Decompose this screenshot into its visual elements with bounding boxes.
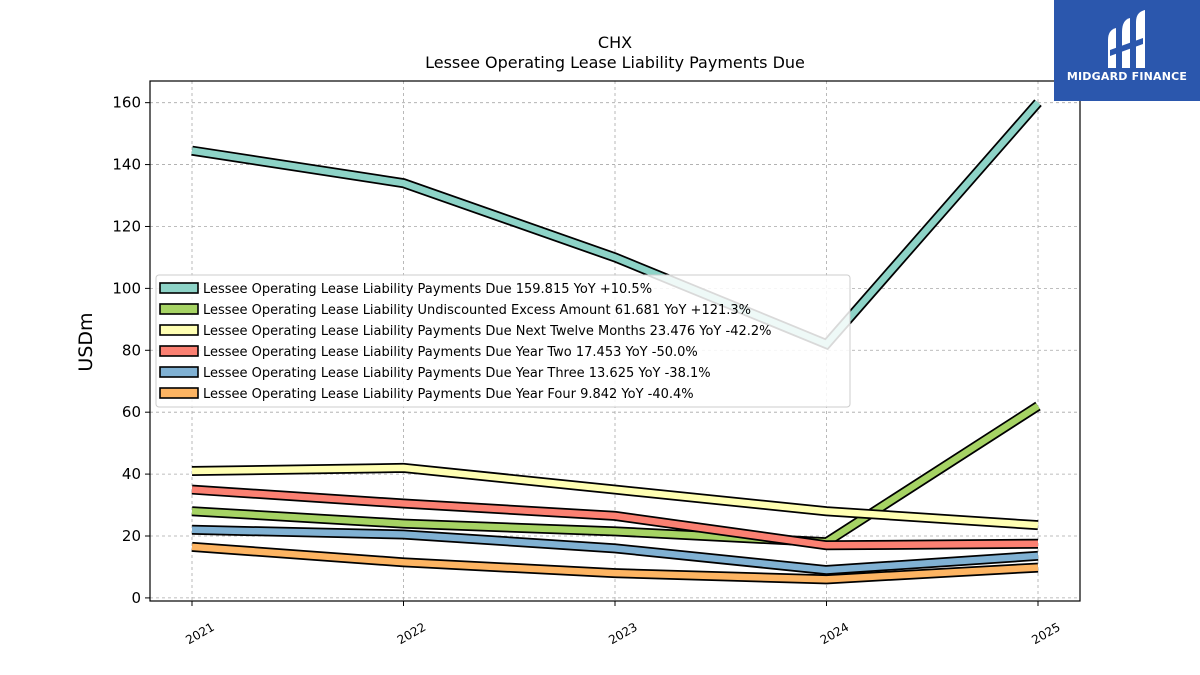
- chart-title: CHX: [598, 33, 632, 52]
- series-line-fill: [191, 526, 1039, 574]
- legend: Lessee Operating Lease Liability Payment…: [155, 274, 851, 408]
- series-line-fill: [191, 403, 1040, 546]
- brand-logo: MIDGARD FINANCE: [1054, 0, 1200, 101]
- x-tick-label: 2024: [818, 620, 851, 647]
- legend-entry: Lessee Operating Lease Liability Payment…: [203, 282, 652, 297]
- y-tick-label: 80: [122, 341, 141, 359]
- legend-entry: Lessee Operating Lease Liability Payment…: [203, 345, 698, 360]
- y-tick-label: 40: [122, 465, 141, 483]
- series-line-fill: [191, 486, 1039, 549]
- logo-mark-icon: [1108, 10, 1145, 68]
- legend-swatch: [159, 303, 199, 315]
- y-tick-label: 140: [112, 156, 141, 174]
- y-tick-label: 60: [122, 403, 141, 421]
- series-line-fill: [191, 100, 1041, 348]
- series-line-3: [191, 462, 1039, 531]
- y-axis-label: USDm: [75, 312, 97, 371]
- series-line-fill: [191, 543, 1039, 583]
- series-line-2: [191, 401, 1041, 548]
- y-tick-label: 160: [112, 94, 141, 112]
- series-line-4: [191, 484, 1039, 551]
- chart-subtitle: Lessee Operating Lease Liability Payment…: [425, 53, 805, 72]
- legend-entry: Lessee Operating Lease Liability Payment…: [203, 387, 694, 402]
- x-tick-label: 2022: [395, 620, 428, 647]
- y-tick-label: 0: [131, 589, 141, 607]
- legend-swatch: [159, 387, 199, 399]
- x-tick-label: 2023: [606, 620, 639, 647]
- series-line-6: [191, 541, 1039, 585]
- x-tick-label: 2025: [1029, 620, 1062, 647]
- series-line-5: [191, 524, 1039, 576]
- series-lines: [191, 99, 1042, 585]
- legend-entry: Lessee Operating Lease Liability Payment…: [203, 324, 772, 339]
- logo-mark-cut: [1110, 38, 1143, 56]
- legend-box: [155, 274, 851, 408]
- logo-mark-stroke: [1108, 28, 1116, 68]
- legend-entry: Lessee Operating Lease Liability Undisco…: [203, 303, 751, 318]
- legend-swatch: [159, 282, 199, 294]
- y-tick-label: 20: [122, 527, 141, 545]
- logo-text: MIDGARD FINANCE: [1067, 70, 1187, 83]
- legend-swatch: [159, 366, 199, 378]
- logo-mark-stroke: [1122, 18, 1130, 68]
- y-tick-label: 120: [112, 217, 141, 235]
- series-line-1: [191, 99, 1042, 351]
- legend-swatch: [159, 324, 199, 336]
- y-tick-label: 100: [112, 279, 141, 297]
- series-line-fill: [191, 464, 1039, 529]
- x-tick-label: 2021: [183, 620, 216, 647]
- legend-entry: Lessee Operating Lease Liability Payment…: [203, 366, 711, 381]
- legend-swatch: [159, 345, 199, 357]
